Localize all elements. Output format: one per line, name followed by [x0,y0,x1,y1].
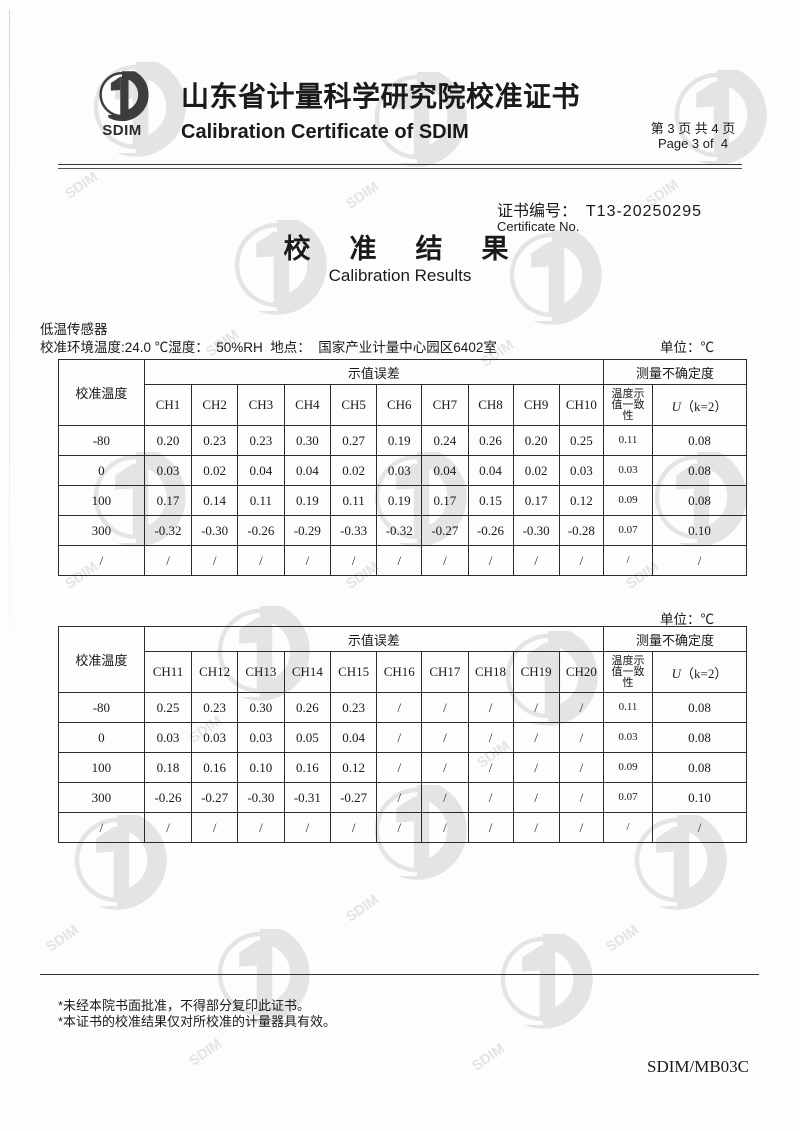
svg-text:SDIM: SDIM [343,179,381,213]
svg-text:SDIM: SDIM [186,1036,224,1070]
svg-text:SDIM: SDIM [603,922,641,956]
svg-text:SDIM: SDIM [43,922,81,956]
svg-text:SDIM: SDIM [343,892,381,926]
svg-text:SDIM: SDIM [469,1041,507,1075]
svg-text:SDIM: SDIM [62,169,100,203]
